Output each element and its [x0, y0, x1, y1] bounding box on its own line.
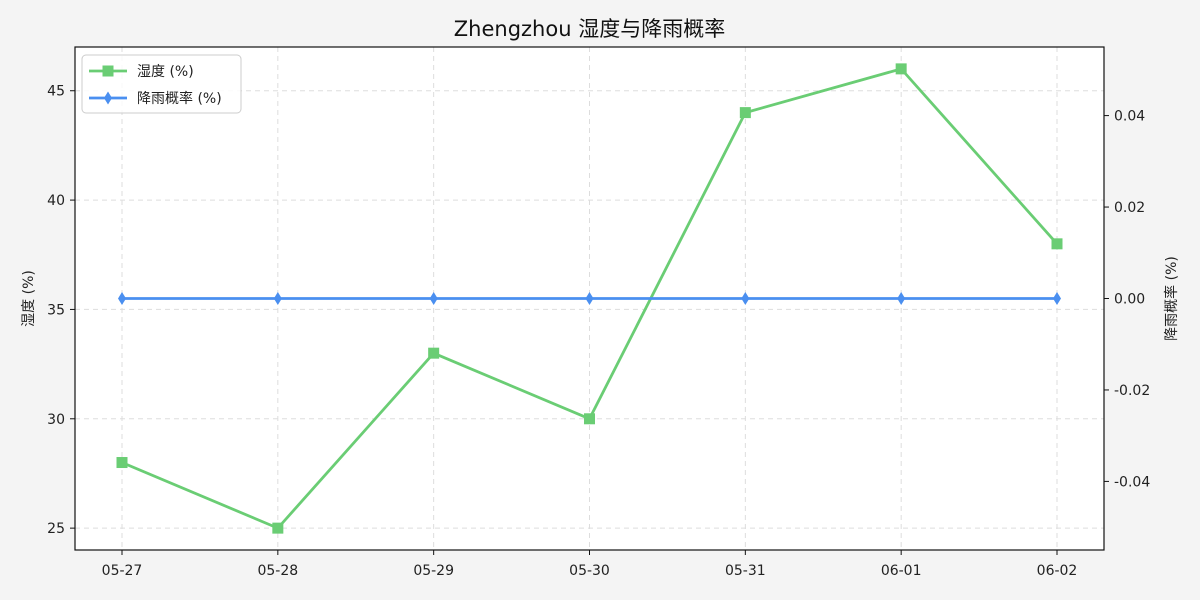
data-point	[428, 347, 440, 359]
y-right-tick-label: -0.04	[1114, 474, 1150, 490]
data-point	[741, 292, 750, 305]
x-tick-label: 06-02	[1037, 563, 1078, 579]
x-tick-label: 06-01	[881, 563, 922, 579]
y-left-tick-label: 40	[47, 193, 65, 209]
y-left-tick-label: 45	[47, 84, 65, 100]
x-tick-label: 05-31	[725, 563, 766, 579]
x-tick-label: 05-28	[257, 563, 298, 579]
data-point	[584, 413, 595, 425]
y-left-tick-label: 30	[47, 412, 65, 428]
x-tick-label: 05-27	[102, 563, 143, 579]
data-point	[895, 63, 907, 75]
data-point	[272, 522, 284, 534]
x-tick-label: 05-29	[413, 563, 454, 579]
legend-item: 湿度 (%)	[89, 64, 194, 80]
y-right-tick-label: 0.04	[1114, 109, 1145, 125]
series-layer	[116, 63, 1063, 534]
axes: 05-27 05-28 05-29 05-30 05-31 06-01 06-02 25 30 3…	[47, 84, 1150, 579]
data-point	[429, 292, 438, 305]
y-right-tick-label: 0.02	[1114, 200, 1145, 216]
data-point	[1051, 238, 1063, 250]
data-point	[897, 292, 906, 305]
legend-item: 降雨概率 (%)	[89, 90, 222, 107]
legend-marker	[104, 91, 112, 105]
y-right-tick-label: 0.00	[1114, 292, 1145, 308]
y-left-tick-label: 25	[47, 521, 65, 537]
legend-marker	[102, 65, 114, 77]
y-axis-right-title: 降雨概率 (%)	[1163, 256, 1180, 341]
y-right-tick-label: -0.02	[1114, 383, 1150, 399]
series-1	[118, 292, 1061, 305]
y-axis-left-title: 湿度 (%)	[21, 270, 37, 327]
data-point	[273, 292, 282, 305]
legend-label: 湿度 (%)	[137, 64, 194, 80]
data-point	[585, 292, 594, 305]
legend-label: 降雨概率 (%)	[137, 90, 222, 107]
chart-title: Zhengzhou 湿度与降雨概率	[454, 17, 725, 41]
data-point	[116, 457, 128, 469]
data-point	[118, 292, 126, 305]
data-point	[1053, 292, 1061, 305]
x-tick-label: 05-30	[569, 563, 610, 579]
y-left-tick-label: 35	[47, 302, 65, 318]
data-point	[739, 107, 751, 119]
legend: 湿度 (%) 降雨概率 (%)	[81, 54, 242, 114]
series-0	[116, 63, 1063, 534]
